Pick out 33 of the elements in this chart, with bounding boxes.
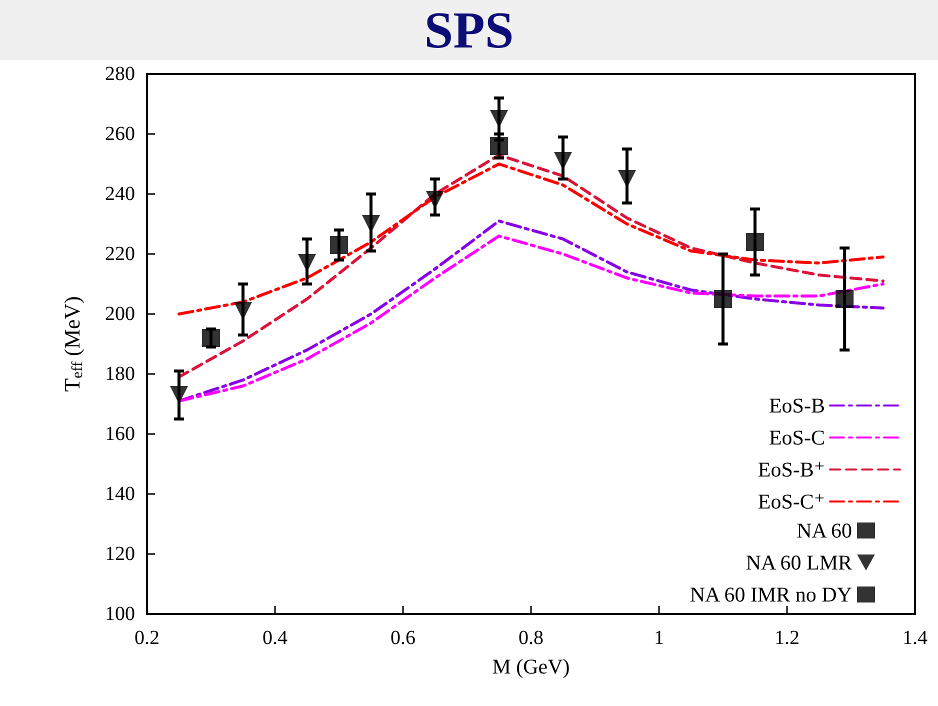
line-series xyxy=(178,162,884,316)
x-tick-label: 0.8 xyxy=(518,627,544,649)
x-tick-label: 0.6 xyxy=(390,627,416,649)
x-tick-label: 0.4 xyxy=(262,627,288,649)
x-tick-label: 0.2 xyxy=(134,627,160,649)
y-tick-label: 100 xyxy=(105,603,135,625)
x-tick-label: 1.2 xyxy=(774,627,800,649)
legend-label: EoS-C⁺ xyxy=(758,490,825,514)
point xyxy=(746,233,764,251)
y-tick-label: 260 xyxy=(105,123,135,145)
legend-label: NA 60 xyxy=(796,518,852,542)
x-tick-label: 1.4 xyxy=(902,627,928,649)
y-tick-label: 180 xyxy=(105,363,135,385)
y-tick-label: 120 xyxy=(105,543,135,565)
y-tick-label: 280 xyxy=(105,63,135,85)
legend-label: EoS-B⁺ xyxy=(758,458,825,482)
legend-label: NA 60 IMR no DY xyxy=(690,582,852,606)
legend-label: EoS-C xyxy=(768,426,825,450)
point xyxy=(714,290,732,308)
x-axis-title: M (GeV) xyxy=(492,654,570,678)
y-tick-label: 160 xyxy=(105,423,135,445)
legend-label: EoS-B xyxy=(768,394,825,418)
point xyxy=(836,290,854,308)
y-axis-title: Teff (MeV) xyxy=(60,296,86,392)
point xyxy=(330,236,348,254)
y-tick-label: 220 xyxy=(105,243,135,265)
x-tick-label: 1 xyxy=(654,627,664,649)
legend-label: NA 60 LMR xyxy=(746,550,852,574)
y-tick-label: 140 xyxy=(105,483,135,505)
y-tick-label: 200 xyxy=(105,303,135,325)
chart-title: SPS xyxy=(424,2,514,60)
y-tick-label: 240 xyxy=(105,183,135,205)
point xyxy=(202,329,220,347)
